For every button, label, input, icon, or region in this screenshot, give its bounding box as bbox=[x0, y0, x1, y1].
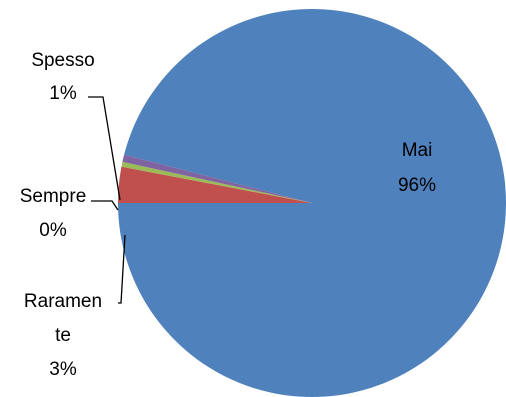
slice-label-raramente-pct: 3% bbox=[49, 359, 77, 380]
slice-label-raramente-name-line1: Raramen bbox=[24, 291, 102, 312]
slice-label-mai-pct: 96% bbox=[398, 175, 436, 196]
leader-line-sempre bbox=[91, 200, 119, 211]
pie-slice-spesso bbox=[122, 154, 313, 203]
pie-slice-sempre bbox=[121, 161, 312, 203]
slice-label-spesso-pct: 1% bbox=[49, 83, 77, 104]
slice-label-mai-name: Mai bbox=[402, 140, 433, 161]
pie-slice-mai bbox=[118, 9, 506, 397]
pie-slice-raramente bbox=[118, 166, 312, 203]
slice-label-sempre-pct: 0% bbox=[39, 220, 67, 241]
slice-label-spesso-name: Spesso bbox=[31, 50, 94, 71]
slice-label-sempre-name: Sempre bbox=[20, 186, 87, 207]
leader-line-raramente bbox=[118, 234, 126, 304]
pie-slices bbox=[118, 9, 506, 397]
leader-line-spesso bbox=[88, 96, 121, 201]
slice-label-raramente-name-line2: te bbox=[55, 325, 71, 346]
leader-lines bbox=[88, 96, 126, 304]
